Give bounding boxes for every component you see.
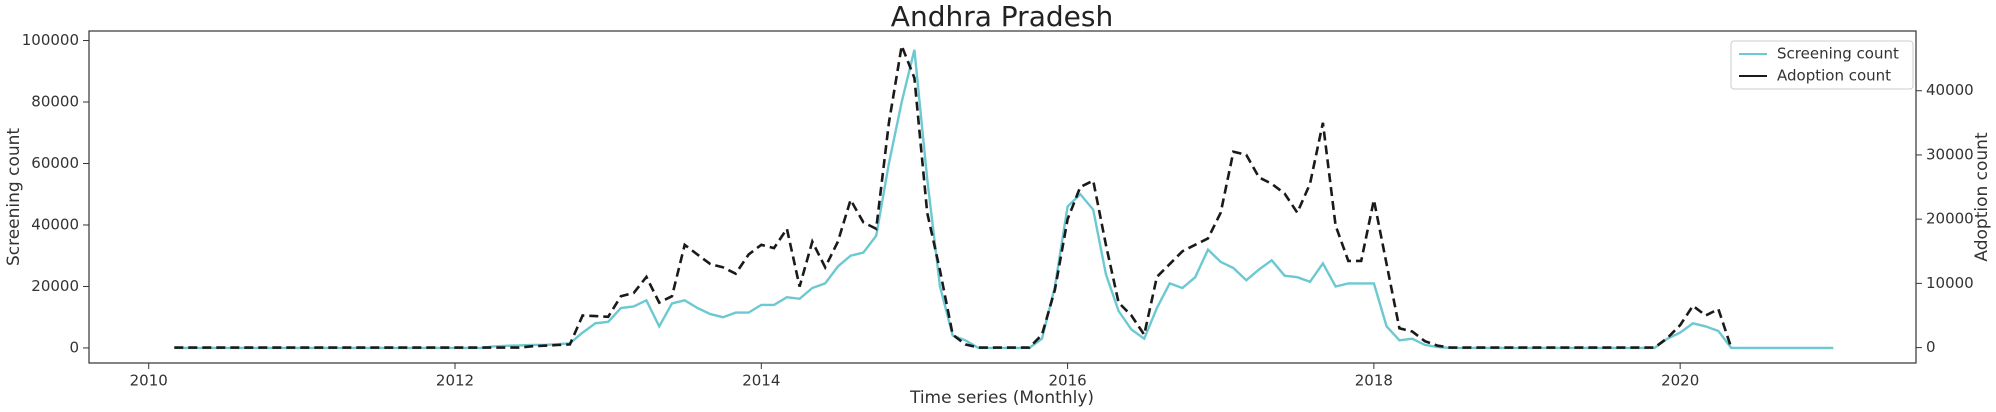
y-tick-label: 40000 bbox=[31, 215, 79, 233]
legend-label: Adoption count bbox=[1777, 67, 1891, 85]
y2-tick-label: 10000 bbox=[1926, 274, 1974, 292]
x-tick-label: 2010 bbox=[130, 372, 168, 390]
y-tick-label: 60000 bbox=[31, 154, 79, 172]
x-tick-label: 2012 bbox=[436, 372, 474, 390]
chart-title: Andhra Pradesh bbox=[891, 0, 1113, 33]
y-tick-label: 100000 bbox=[22, 31, 79, 49]
y-tick-label: 80000 bbox=[31, 93, 79, 111]
x-tick-label: 2016 bbox=[1048, 372, 1086, 390]
y2-tick-label: 0 bbox=[1926, 338, 1936, 356]
x-tick-label: 2014 bbox=[742, 372, 780, 390]
y-tick-label: 20000 bbox=[31, 277, 79, 295]
series-line bbox=[174, 40, 1733, 349]
plot-frame bbox=[88, 30, 1917, 364]
series-line bbox=[174, 49, 1834, 350]
legend-label: Screening count bbox=[1777, 45, 1899, 63]
legend-box bbox=[1730, 40, 1914, 90]
y-tick-label: 0 bbox=[69, 338, 79, 356]
y2-tick-label: 20000 bbox=[1926, 210, 1974, 228]
y2-axis-label: Adoption count bbox=[1972, 132, 1992, 262]
x-tick-label: 2020 bbox=[1661, 372, 1699, 390]
y-axis-label: Screening count bbox=[4, 128, 24, 266]
x-axis-label: Time series (Monthly) bbox=[909, 388, 1094, 408]
x-tick-label: 2018 bbox=[1355, 372, 1393, 390]
y2-tick-label: 40000 bbox=[1926, 81, 1974, 99]
y2-tick-label: 30000 bbox=[1926, 145, 1974, 163]
